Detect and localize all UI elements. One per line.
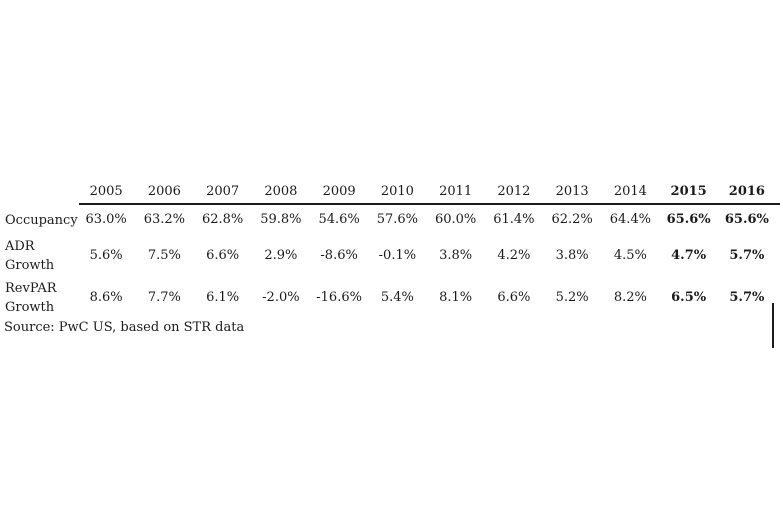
value-revpar-growth-2010: 5.4% [380, 290, 414, 306]
value-adr-growth-2015: 4.7% [671, 248, 707, 264]
value-occupancy-2010: 57.6% [376, 212, 419, 228]
text-caret [772, 303, 774, 348]
value-revpar-growth-2014: 8.2% [613, 290, 647, 306]
value-occupancy-2014: 64.4% [609, 212, 652, 228]
value-revpar-growth-2016: 5.7% [729, 290, 765, 306]
value-revpar-growth-2015: 6.5% [671, 290, 707, 306]
year-header-2010: 2010 [380, 183, 414, 199]
source-note: Source: PwC US, based on STR data [4, 320, 245, 335]
year-header-2013: 2013 [555, 183, 589, 199]
value-adr-growth-2013: 3.8% [555, 248, 589, 264]
value-occupancy-2009: 54.6% [318, 212, 360, 228]
row-label-revpar-growth: RevPAR Growth [0, 279, 77, 317]
metrics-table: 2005 2006 2007 2008 2009 2010 2011 2012 2013 2014… [0, 180, 776, 319]
table-row-revpar-growth: RevPAR Growth 8.6% 7.7% 6.1% -2.0% -16.6% 5.4% 8… [0, 277, 776, 319]
value-occupancy-2012: 61.4% [493, 212, 535, 228]
value-adr-growth-2014: 4.5% [613, 248, 647, 264]
value-adr-growth-2008: 2.9% [264, 248, 298, 264]
value-occupancy-2005: 63.0% [85, 212, 127, 228]
year-header-2011: 2011 [439, 183, 473, 199]
year-header-2005: 2005 [89, 183, 123, 199]
year-header-2007: 2007 [206, 183, 240, 199]
row-label-line: ADR [5, 239, 35, 254]
value-occupancy-2006: 63.2% [143, 212, 186, 228]
year-header-2008: 2008 [264, 183, 298, 199]
value-adr-growth-2012: 4.2% [497, 248, 531, 264]
value-adr-growth-2011: 3.8% [439, 248, 473, 264]
value-revpar-growth-2006: 7.7% [147, 290, 181, 306]
value-adr-growth-2005: 5.6% [89, 248, 123, 264]
table-body: Occupancy 63.0% 63.2% 62.8% 59.8% 54.6% 57.6% 6… [0, 205, 776, 319]
value-occupancy-2015: 65.6% [666, 212, 711, 228]
value-occupancy-2016: 65.6% [724, 212, 769, 228]
value-adr-growth-2016: 5.7% [729, 248, 765, 264]
value-revpar-growth-2009: -16.6% [316, 290, 362, 306]
value-revpar-growth-2013: 5.2% [555, 290, 589, 306]
table-row-occupancy: Occupancy 63.0% 63.2% 62.8% 59.8% 54.6% 57.6% 6… [0, 205, 776, 235]
table-header-row: 2005 2006 2007 2008 2009 2010 2011 2012 2013 2014… [0, 180, 776, 203]
row-label-line: Growth [5, 300, 55, 315]
value-occupancy-2011: 60.0% [434, 212, 477, 228]
value-occupancy-2013: 62.2% [551, 212, 593, 228]
value-adr-growth-2010: -0.1% [378, 248, 417, 264]
table-header-rule [79, 203, 780, 205]
row-label-line: Growth [5, 258, 55, 273]
year-header-2015: 2015 [670, 183, 707, 199]
year-header-2016: 2016 [728, 183, 765, 199]
row-label-occupancy: Occupancy [0, 211, 78, 230]
row-label-line: Occupancy [5, 212, 78, 228]
value-occupancy-2007: 62.8% [201, 212, 244, 228]
value-occupancy-2008: 59.8% [260, 212, 302, 228]
row-label-line: RevPAR [5, 281, 57, 296]
year-header-2006: 2006 [147, 183, 181, 199]
table-row-adr-growth: ADR Growth 5.6% 7.5% 6.6% 2.9% -8.6% -0.1% 3.8% 4… [0, 235, 776, 277]
year-header-2012: 2012 [497, 183, 531, 199]
value-adr-growth-2007: 6.6% [206, 248, 240, 264]
year-header-2014: 2014 [613, 183, 647, 199]
value-revpar-growth-2008: -2.0% [262, 290, 300, 306]
value-adr-growth-2006: 7.5% [147, 248, 181, 264]
value-revpar-growth-2005: 8.6% [89, 290, 123, 306]
value-adr-growth-2009: -8.6% [320, 248, 358, 264]
year-header-2009: 2009 [322, 183, 356, 199]
row-label-adr-growth: ADR Growth [0, 237, 77, 275]
value-revpar-growth-2011: 8.1% [439, 290, 473, 306]
value-revpar-growth-2007: 6.1% [206, 290, 240, 306]
value-revpar-growth-2012: 6.6% [497, 290, 531, 306]
